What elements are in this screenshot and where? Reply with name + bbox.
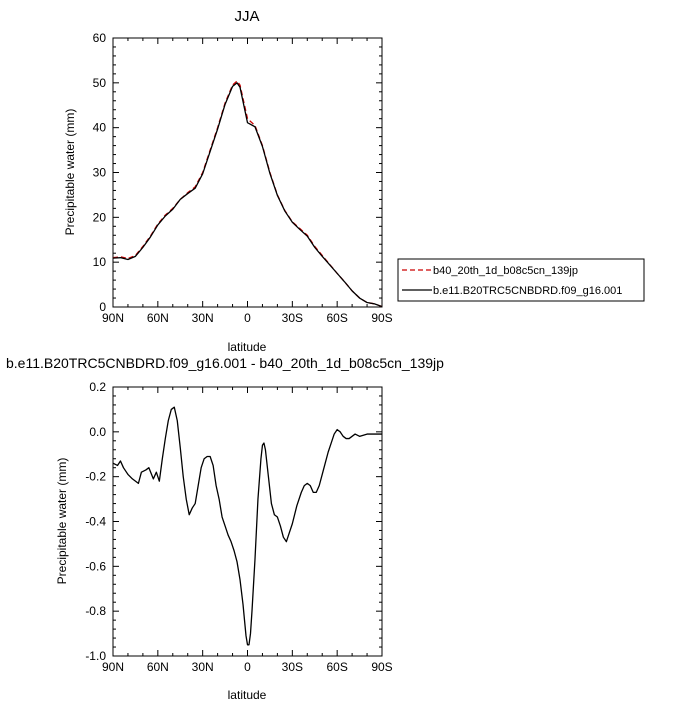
- y-tick-label: 0: [99, 300, 106, 314]
- x-tick-label: 60N: [147, 660, 169, 674]
- y-tick-label: -0.8: [85, 604, 106, 618]
- y-tick-label: -1.0: [85, 649, 106, 663]
- top-chart-title: JJA: [234, 8, 259, 25]
- x-tick-label: 60S: [326, 660, 347, 674]
- bottom-chart-xlabel: latitude: [228, 688, 267, 702]
- top-chart-ylabel: Precipitable water (mm): [63, 109, 77, 236]
- x-tick-label: 30N: [192, 311, 214, 325]
- legend-box: [397, 258, 645, 302]
- x-tick-label: 0: [244, 311, 251, 325]
- x-tick-label: 90N: [102, 311, 124, 325]
- x-tick-label: 90N: [102, 660, 124, 674]
- y-tick-label: 20: [93, 210, 107, 224]
- legend-label-series-1: b40_20th_1d_b08c5cn_139jp: [433, 265, 578, 277]
- x-tick-label: 30S: [282, 311, 303, 325]
- x-tick-label: 90S: [371, 660, 392, 674]
- bottom-chart-ylabel: Precipitable water (mm): [55, 458, 69, 585]
- x-tick-label: 30S: [282, 660, 303, 674]
- top-chart-xlabel: latitude: [228, 340, 267, 354]
- y-tick-label: 40: [93, 121, 107, 135]
- x-tick-label: 60S: [326, 311, 347, 325]
- y-tick-label: -0.6: [85, 559, 106, 573]
- y-tick-label: -0.2: [85, 470, 106, 484]
- y-tick-label: 60: [93, 31, 107, 45]
- y-tick-label: 10: [93, 255, 107, 269]
- y-tick-label: -0.4: [85, 515, 106, 529]
- y-tick-label: 0.0: [89, 425, 106, 439]
- y-tick-label: 50: [93, 76, 107, 90]
- series-line-1: [112, 80, 383, 308]
- plot-frame: [112, 386, 383, 657]
- x-tick-label: 60N: [147, 311, 169, 325]
- x-tick-label: 30N: [192, 660, 214, 674]
- y-tick-label: 30: [93, 166, 107, 180]
- top-chart-panel: 90N 60N 30N 0 30S 60S 90S 0 10 20 30 40 50 60: [93, 31, 393, 325]
- x-tick-label: 0: [244, 660, 251, 674]
- series-line-1: [112, 406, 382, 646]
- plot-frame: [112, 37, 383, 308]
- bottom-chart-panel: 90N 60N 30N 0 30S 60S 90S 0.2 0.0 -0.2 -0.4 -0.6 -0.…: [85, 380, 392, 674]
- x-tick-label: 90S: [371, 311, 392, 325]
- legend: b40_20th_1d_b08c5cn_139jp b.e11.B20TRC5C…: [397, 258, 645, 302]
- bottom-chart-title: b.e11.B20TRC5CNBDRD.f09_g16.001 - b40_20…: [6, 355, 444, 371]
- y-tick-label: 0.2: [89, 380, 106, 394]
- series-line-2: [112, 82, 383, 308]
- legend-label-series-2: b.e11.B20TRC5CNBDRD.f09_g16.001: [433, 285, 622, 297]
